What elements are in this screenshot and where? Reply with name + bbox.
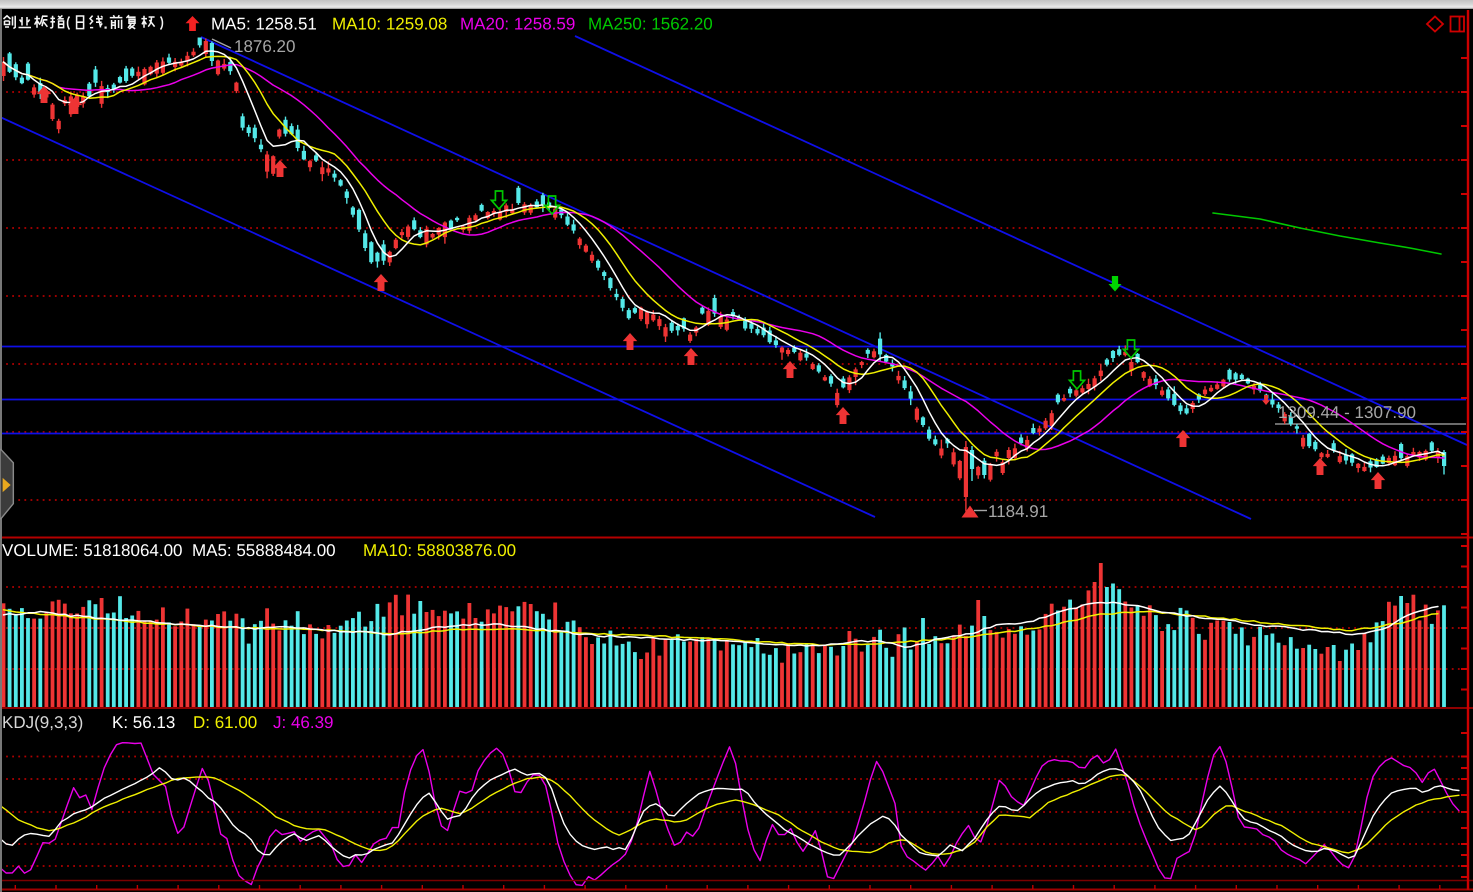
svg-text:MA10: 58803876.00: MA10: 58803876.00 bbox=[363, 541, 516, 560]
svg-text:D: 61.00: D: 61.00 bbox=[193, 713, 257, 732]
svg-text:KDJ(9,3,3): KDJ(9,3,3) bbox=[2, 713, 83, 732]
svg-text:1184.91: 1184.91 bbox=[988, 502, 1048, 521]
svg-text:MA5: 1258.51: MA5: 1258.51 bbox=[211, 15, 317, 34]
svg-text:MA10: 1259.08: MA10: 1259.08 bbox=[332, 15, 447, 34]
svg-text:MA20: 1258.59: MA20: 1258.59 bbox=[460, 15, 575, 34]
svg-text:1876.20: 1876.20 bbox=[234, 37, 295, 56]
svg-text:1309.44 - 1307.90: 1309.44 - 1307.90 bbox=[1278, 403, 1416, 422]
svg-text:K: 56.13: K: 56.13 bbox=[112, 713, 175, 732]
svg-text:VOLUME: 51818064.00 MA5: 5588: VOLUME: 51818064.00 MA5: 55888484.00 bbox=[2, 541, 336, 560]
svg-text:J: 46.39: J: 46.39 bbox=[273, 713, 334, 732]
svg-text:MA250: 1562.20: MA250: 1562.20 bbox=[588, 15, 713, 34]
